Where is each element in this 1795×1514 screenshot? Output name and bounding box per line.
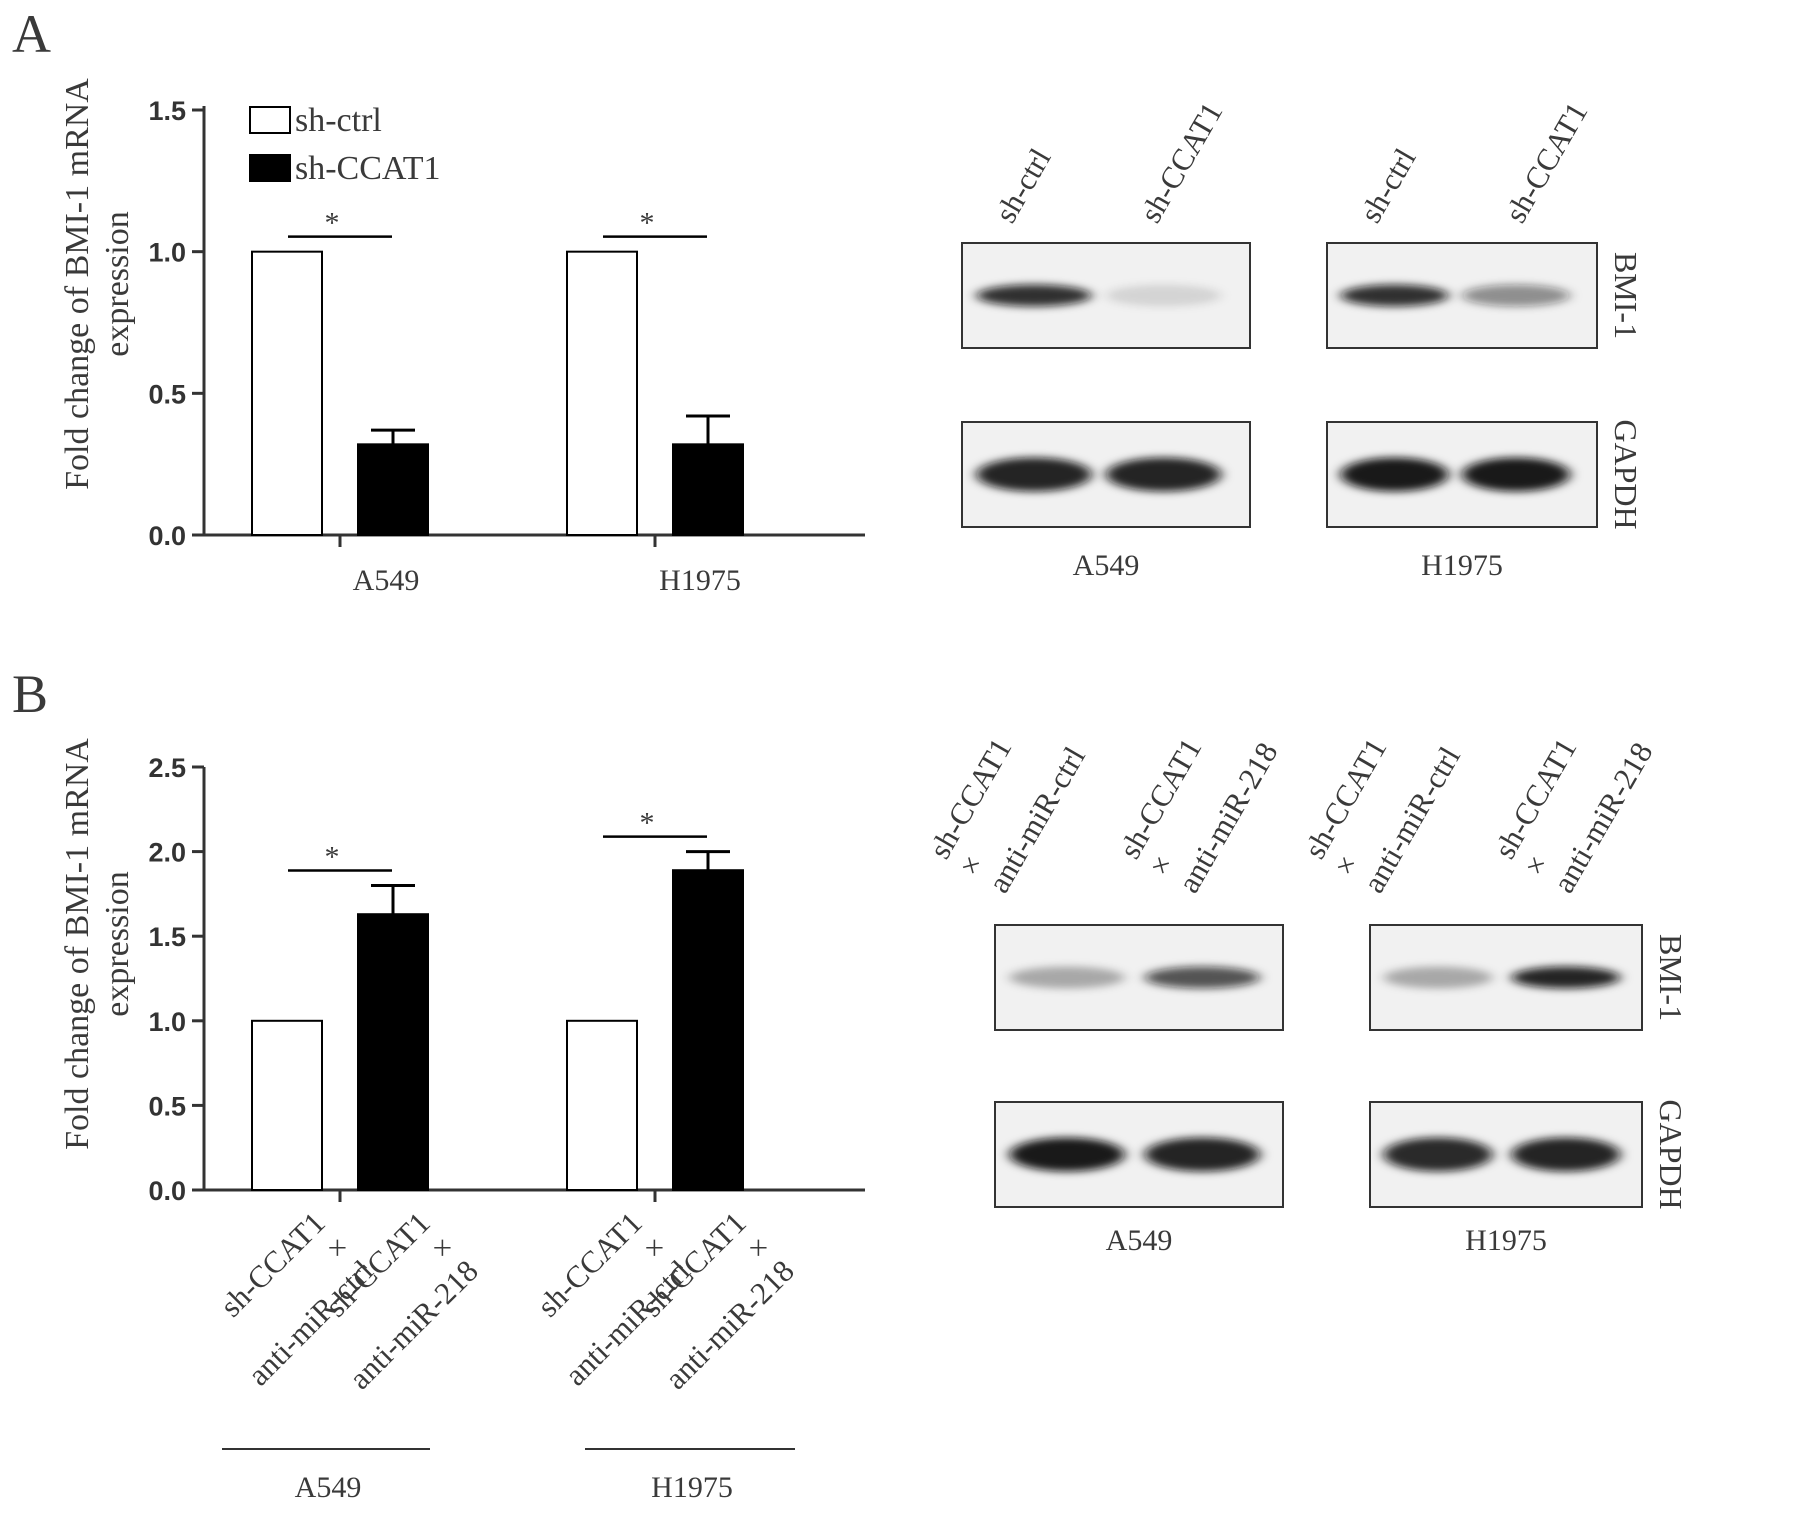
chart-b-significance-star: * <box>325 840 340 873</box>
legend-swatch <box>249 154 291 182</box>
chart-a-bar <box>566 250 638 537</box>
protein-label-gapdh: GAPDH <box>1608 419 1644 529</box>
band-gapdh <box>1511 1137 1621 1172</box>
chart-b-group-labels: A549 H1975 <box>222 1448 795 1504</box>
lane-label-line: sh-CCAT1 <box>1498 96 1595 228</box>
chart-a-significance-star: * <box>640 207 655 240</box>
blot-cell-label: A549 <box>1073 549 1140 582</box>
protein-label-bmi1: BMI-1 <box>1608 252 1644 339</box>
blot-cell-label: H1975 <box>1421 549 1503 582</box>
lane-label: sh-CCAT1 <box>1133 96 1230 228</box>
legend-label: sh-ctrl <box>295 102 382 139</box>
band-gapdh <box>1340 457 1449 492</box>
chart-b-ylabel-line1: Fold change of BMI-1 mRNA <box>59 738 96 1150</box>
lane-label: sh-CCAT1×anti-miR-ctrl <box>1297 732 1467 898</box>
chart-a-legend: sh-ctrl sh-CCAT1 <box>249 102 440 187</box>
band-bmi1 <box>1383 966 1493 989</box>
chart-a-group-label: H1975 <box>659 564 741 597</box>
lane-label-line: sh-CCAT1 <box>1133 96 1230 228</box>
chart-b-y-tick-label: 1.5 <box>148 922 186 952</box>
chart-b-bar <box>357 913 429 1191</box>
chart-b-y-tick-label: 2.0 <box>148 838 186 868</box>
chart-b-group-label: H1975 <box>651 1471 733 1504</box>
western-blot-b: sh-CCAT1×anti-miR-ctrl sh-CCAT1×anti-miR-… <box>922 732 1689 1257</box>
chart-b-ticks: 0.0 0.5 1.0 1.5 2.0 2.5 <box>148 753 657 1206</box>
band-gapdh <box>1144 1137 1260 1172</box>
chart-a-bar <box>672 443 744 537</box>
band-gapdh <box>976 457 1092 492</box>
chart-a-ylabel-line1: Fold change of BMI-1 mRNA <box>59 78 96 490</box>
chart-a-bar <box>357 443 429 537</box>
chart-a-group-labels: A549 H1975 <box>353 564 741 597</box>
lane-label: sh-CCAT1×anti-miR-218 <box>1487 732 1660 898</box>
lane-label-line: sh-ctrl <box>988 142 1058 228</box>
chart-b-bars: ** <box>251 807 744 1191</box>
legend-label: sh-CCAT1 <box>295 150 440 187</box>
band-gapdh <box>1106 457 1222 492</box>
chart-b-significance-star: * <box>640 807 655 840</box>
chart-b-bar <box>566 1019 638 1191</box>
band-bmi1 <box>1340 284 1449 307</box>
protein-label-bmi1: BMI-1 <box>1653 934 1689 1021</box>
lane-label-line: sh-ctrl <box>1353 142 1423 228</box>
lane-label: sh-CCAT1×anti-miR-218 <box>1112 732 1285 898</box>
chart-b-ylabel-line2: expression <box>99 871 136 1016</box>
band-gapdh <box>1009 1137 1125 1172</box>
blot-cell-label: A549 <box>1106 1224 1173 1257</box>
blot-cell-label: H1975 <box>1465 1224 1547 1257</box>
chart-b-y-tick-label: 0.0 <box>148 1176 186 1206</box>
chart-a-group-label: A549 <box>353 564 420 597</box>
chart-b-bar <box>251 1019 323 1191</box>
chart-a-y-tick-label: 1.0 <box>148 238 186 268</box>
chart-b-bar <box>672 869 744 1191</box>
band-bmi1 <box>976 284 1092 307</box>
lane-label: sh-ctrl <box>1353 142 1423 228</box>
chart-a-y-tick-label: 0.0 <box>148 521 186 551</box>
chart-a-y-tick-label: 0.5 <box>148 379 186 409</box>
band-bmi1 <box>1511 966 1621 989</box>
chart-b-y-tick-label: 2.5 <box>148 753 186 783</box>
chart-b-y-tick-label: 0.5 <box>148 1091 186 1121</box>
band-gapdh <box>1462 457 1570 492</box>
panel-letter-a: A <box>12 4 51 64</box>
band-bmi1 <box>1106 284 1222 307</box>
chart-b: Fold change of BMI-1 mRNA expression 0.0… <box>59 738 865 1504</box>
western-blot-a: sh-ctrl sh-CCAT1 A549 sh-ctrl sh-CCAT1 H1975 B… <box>961 96 1644 582</box>
panel-letter-b: B <box>12 664 48 724</box>
chart-a-ylabel-line2: expression <box>99 211 136 356</box>
chart-b-bar-labels: sh-CCAT1×anti-miR-ctrlsh-CCAT1×anti-miR-… <box>213 1205 801 1396</box>
protein-label-gapdh: GAPDH <box>1653 1099 1689 1209</box>
lane-label: sh-CCAT1×anti-miR-ctrl <box>922 732 1092 898</box>
chart-a: Fold change of BMI-1 mRNA expression 0.0… <box>59 78 865 597</box>
chart-a-bars: * * <box>251 207 744 537</box>
band-gapdh <box>1383 1137 1493 1172</box>
band-bmi1 <box>1462 284 1570 307</box>
chart-a-bar <box>251 250 323 537</box>
lane-label: sh-CCAT1 <box>1498 96 1595 228</box>
chart-b-y-tick-label: 1.0 <box>148 1007 186 1037</box>
legend-swatch <box>249 106 291 134</box>
chart-a-significance-star: * <box>325 207 340 240</box>
chart-a-ticks: 0.0 0.5 1.0 1.5 <box>148 96 657 551</box>
chart-b-group-label: A549 <box>295 1471 362 1504</box>
band-bmi1 <box>1009 966 1125 989</box>
lane-label: sh-ctrl <box>988 142 1058 228</box>
chart-a-y-tick-label: 1.5 <box>148 96 186 126</box>
band-bmi1 <box>1144 966 1260 989</box>
